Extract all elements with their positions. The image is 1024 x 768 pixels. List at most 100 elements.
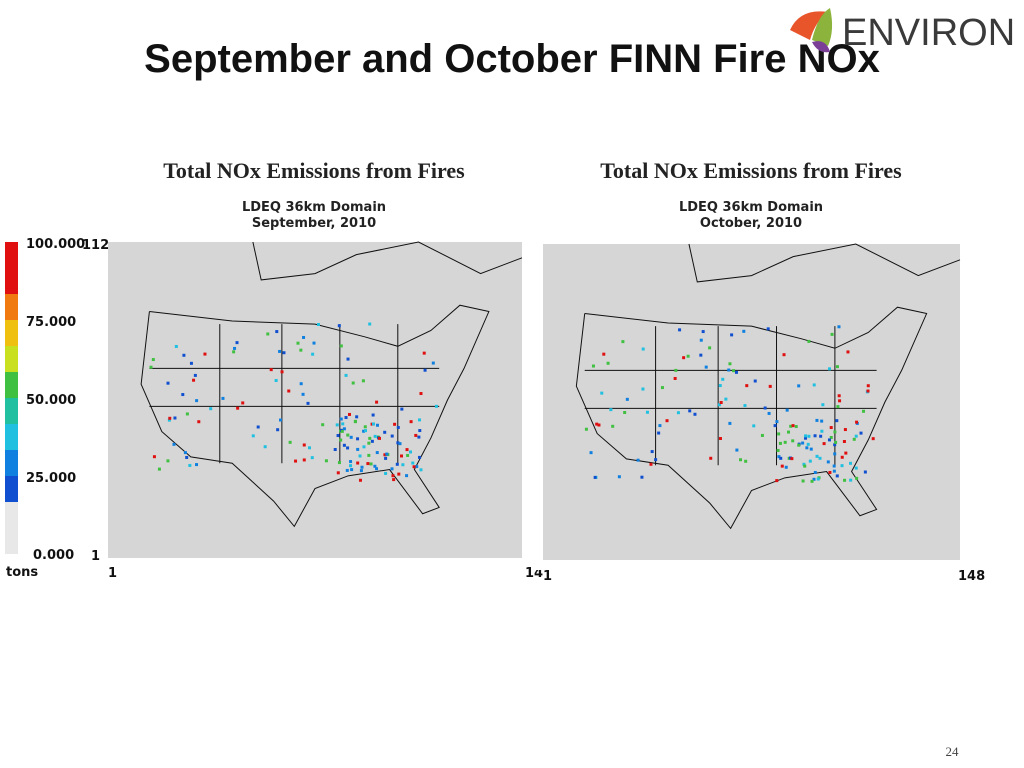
fire-cell <box>791 424 795 428</box>
panel-subtitle: September, 2010 <box>252 216 376 231</box>
fire-cell <box>263 445 267 449</box>
fire-cell <box>251 434 255 438</box>
panel-subtitle: LDEQ 36km Domain <box>679 200 823 215</box>
fire-cell <box>151 358 155 362</box>
fire-cell <box>649 462 653 466</box>
fire-cell <box>152 455 156 459</box>
colorbar-swatch <box>5 450 18 476</box>
fire-cell <box>665 419 669 423</box>
fire-cell <box>810 479 814 483</box>
fire-cell <box>301 392 305 396</box>
fire-cell <box>346 446 350 450</box>
fire-cell <box>400 407 404 411</box>
fire-cell <box>768 384 772 388</box>
fire-cell <box>269 368 273 372</box>
fire-cell <box>398 442 402 446</box>
fire-cell <box>419 468 423 472</box>
fire-cell <box>189 361 193 365</box>
panel-subtitle: October, 2010 <box>700 216 802 231</box>
fire-cell <box>266 332 270 336</box>
fire-cell <box>734 370 738 374</box>
fire-cell <box>181 393 185 397</box>
fire-cell <box>344 416 348 420</box>
fire-cell <box>830 332 834 336</box>
fire-cell <box>349 435 353 439</box>
fire-cell <box>324 459 328 463</box>
fire-cell <box>828 367 832 371</box>
colorbar-label: 25.000 <box>26 471 76 486</box>
fire-cell <box>358 478 362 482</box>
fire-cell <box>409 450 413 454</box>
fire-cell <box>822 442 826 446</box>
fire-cell <box>777 455 781 459</box>
map <box>543 244 960 560</box>
fire-cell <box>728 362 732 366</box>
fire-cell <box>854 434 858 438</box>
fire-cell <box>871 437 875 441</box>
fire-cell <box>371 413 375 417</box>
fire-cell <box>784 465 788 469</box>
fire-cell <box>833 452 837 456</box>
fire-cell <box>333 448 337 452</box>
coast-outline <box>688 243 961 283</box>
fire-cell <box>397 472 401 476</box>
x-axis-label: 1 <box>108 566 117 581</box>
fire-cell <box>801 441 805 445</box>
fire-cell <box>377 436 381 440</box>
fire-cell <box>763 406 767 410</box>
fire-cell <box>371 422 375 426</box>
fire-cell <box>302 335 306 339</box>
fire-cell <box>819 434 823 438</box>
fire-cell <box>855 420 859 424</box>
fire-cell <box>418 455 422 459</box>
fire-cell <box>843 428 847 432</box>
country-outline <box>140 304 490 528</box>
fire-cell <box>724 397 728 401</box>
fire-cell <box>782 353 786 357</box>
colorbar-swatch <box>5 502 18 528</box>
logo-text: ENVIRON <box>842 12 1015 54</box>
fire-cell <box>699 353 703 357</box>
fire-cell <box>280 370 284 374</box>
fire-cell <box>589 451 593 455</box>
fire-cell <box>752 424 756 428</box>
fire-cell <box>172 442 176 446</box>
fire-cell <box>718 384 722 388</box>
fire-cell <box>344 373 348 377</box>
fire-cell <box>625 397 629 401</box>
fire-cell <box>395 462 399 466</box>
fire-cell <box>600 391 604 395</box>
fire-cell <box>401 463 405 467</box>
fire-cell <box>337 461 341 465</box>
fire-cell <box>299 348 303 352</box>
fire-cell <box>393 422 397 426</box>
fire-cell <box>654 458 658 462</box>
fire-cell <box>384 456 388 460</box>
fire-cell <box>779 456 783 460</box>
fire-cell <box>789 424 793 428</box>
fire-cell <box>294 459 298 463</box>
fire-cell <box>863 470 867 474</box>
fire-cell <box>348 412 352 416</box>
fire-cell <box>409 420 413 424</box>
fire-cell <box>336 471 340 475</box>
fire-cell <box>602 352 606 356</box>
fire-cell <box>838 399 842 403</box>
fire-cell <box>660 386 664 390</box>
fire-cell <box>370 439 374 443</box>
fire-cell <box>345 468 349 472</box>
fire-cell <box>843 478 847 482</box>
fire-cell <box>339 438 343 442</box>
fire-cell <box>182 353 186 357</box>
fire-cell <box>310 456 314 460</box>
fire-cell <box>412 465 416 469</box>
fire-cell <box>383 430 387 434</box>
fire-cell <box>820 429 824 433</box>
fire-cell <box>342 427 346 431</box>
fire-cell <box>791 439 795 443</box>
fire-cell <box>673 376 677 380</box>
fire-cell <box>195 399 199 403</box>
fire-cell <box>192 378 196 382</box>
fire-cell <box>287 389 291 393</box>
fire-cell <box>418 429 422 433</box>
